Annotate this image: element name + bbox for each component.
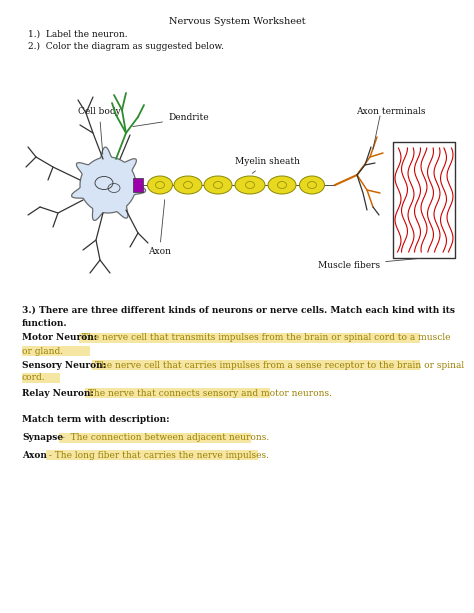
Text: -  The connection between adjacent neurons.: - The connection between adjacent neuron… bbox=[59, 433, 269, 443]
Text: Myelin sheath: Myelin sheath bbox=[235, 158, 300, 173]
Text: function.: function. bbox=[22, 319, 68, 327]
Ellipse shape bbox=[204, 176, 232, 194]
Text: Dendrite: Dendrite bbox=[133, 113, 209, 126]
Text: Match term with description:: Match term with description: bbox=[22, 416, 170, 424]
Text: Motor Neuron:: Motor Neuron: bbox=[22, 333, 97, 343]
Text: The nerve that connects sensory and motor neurons.: The nerve that connects sensory and moto… bbox=[85, 389, 332, 397]
Text: cord.: cord. bbox=[22, 373, 46, 383]
Text: Sensory Neuron:: Sensory Neuron: bbox=[22, 360, 106, 370]
Text: Axon terminals: Axon terminals bbox=[356, 107, 426, 116]
Ellipse shape bbox=[300, 176, 325, 194]
Ellipse shape bbox=[147, 176, 173, 194]
Bar bbox=[393, 142, 455, 258]
Ellipse shape bbox=[235, 176, 265, 194]
Text: or gland.: or gland. bbox=[22, 346, 63, 356]
Bar bbox=[85, 388, 270, 398]
Bar bbox=[46, 450, 258, 460]
Text: Synapse: Synapse bbox=[22, 433, 63, 443]
Text: Axon: Axon bbox=[22, 451, 47, 460]
Text: The nerve cell that carries impulses from a sense receptor to the brain or spina: The nerve cell that carries impulses fro… bbox=[92, 360, 464, 370]
Polygon shape bbox=[72, 147, 146, 221]
Ellipse shape bbox=[268, 176, 296, 194]
Text: Relay Neuron:: Relay Neuron: bbox=[22, 389, 94, 397]
Bar bbox=[22, 373, 60, 383]
Text: 1.)  Label the neuron.: 1.) Label the neuron. bbox=[28, 29, 128, 39]
Bar bbox=[133, 178, 143, 192]
Text: Nervous System Worksheet: Nervous System Worksheet bbox=[169, 18, 305, 26]
Text: - The long fiber that carries the nerve impulses.: - The long fiber that carries the nerve … bbox=[46, 451, 269, 460]
Ellipse shape bbox=[174, 176, 202, 194]
Text: The nerve cell that transmits impulses from the brain or spinal cord to a muscle: The nerve cell that transmits impulses f… bbox=[79, 333, 450, 343]
Text: Axon: Axon bbox=[148, 200, 171, 256]
Bar bbox=[92, 360, 420, 370]
Bar bbox=[79, 333, 420, 343]
Text: Muscle fibers: Muscle fibers bbox=[318, 258, 421, 270]
Text: Cell body: Cell body bbox=[78, 107, 121, 154]
Bar bbox=[22, 346, 90, 356]
Text: 2.)  Color the diagram as suggested below.: 2.) Color the diagram as suggested below… bbox=[28, 42, 224, 50]
Text: 3.) There are three different kinds of neurons or nerve cells. Match each kind w: 3.) There are three different kinds of n… bbox=[22, 305, 455, 314]
Bar bbox=[59, 433, 251, 443]
